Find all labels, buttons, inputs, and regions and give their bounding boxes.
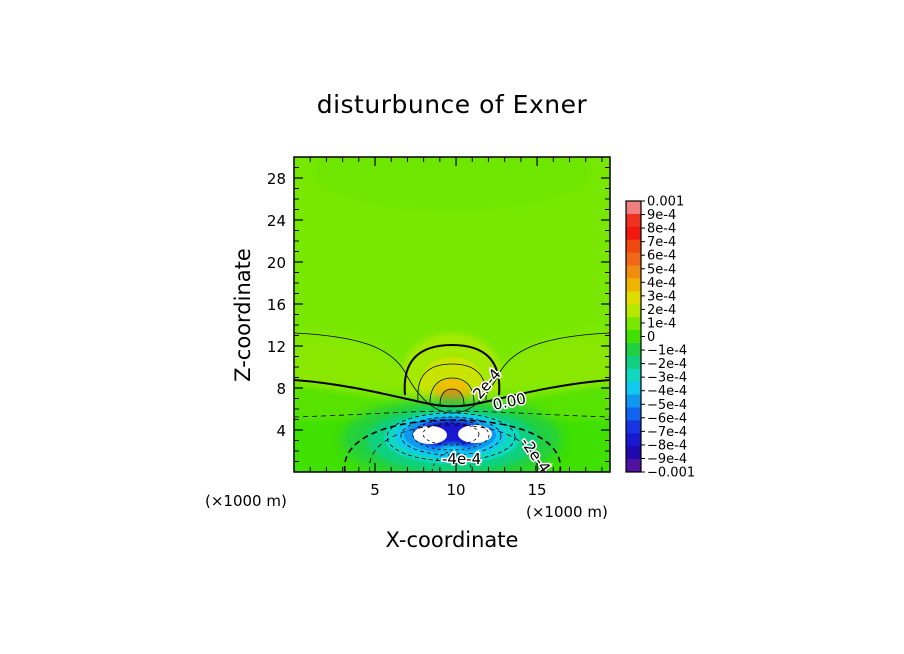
contour-label-neg4: -4e-4 (442, 450, 481, 468)
contour-line-negative-outer (343, 419, 562, 472)
colorbar-label: −9e-4 (647, 452, 687, 467)
y-tick-label: 24 (267, 212, 286, 230)
upper-band (312, 157, 592, 210)
colorbar-label: 4e-4 (647, 276, 676, 291)
colorbar-label: −6e-4 (647, 411, 687, 426)
saturated-right (458, 425, 492, 443)
colorbar-swatch (626, 446, 641, 460)
colorbar-swatch (626, 201, 641, 215)
x-tick-labels: 5 10 15 (370, 481, 546, 499)
contour-line-bulge-inner-3 (439, 388, 465, 406)
colorbar-label: −8e-4 (647, 438, 687, 453)
colorbar-label: −7e-4 (647, 425, 687, 440)
colorbar-swatch (626, 433, 641, 447)
colorbar-label: 9e-4 (647, 208, 676, 223)
y-tick-label: 4 (276, 422, 286, 440)
colorbar-label: 7e-4 (647, 235, 676, 250)
axis-ticks (294, 157, 610, 472)
colorbar-label: 8e-4 (647, 222, 676, 237)
contour-line-negative-inner-2 (400, 416, 502, 456)
colorbar-label: −1e-4 (647, 344, 687, 359)
contour-line-negative-inner-3 (412, 419, 490, 451)
contour-line-bulge-inner-2 (429, 377, 475, 404)
colorbar-label: −2e-4 (647, 357, 687, 372)
colorbar-label: −0.001 (647, 466, 695, 481)
colorbar-swatch (626, 317, 641, 331)
colorbar-label: 3e-4 (647, 289, 676, 304)
y-axis-title: Z-coordinate (231, 248, 255, 382)
x-unit-left: (×1000 m) (205, 492, 287, 510)
colorbar-swatch (626, 213, 641, 228)
x-tick-label: 15 (528, 481, 547, 499)
contour-field: 2e-4 0.00 -2e-4 -4e-4 (294, 157, 610, 472)
contour-line-bulge-inner-1 (417, 363, 487, 401)
y-tick-label: 8 (276, 380, 286, 398)
contour-line-dashed-zero (294, 410, 610, 418)
colorbar-label: −3e-4 (647, 371, 687, 386)
colorbar-swatch (626, 394, 641, 408)
colorbar-swatch (626, 252, 641, 267)
colorbar-swatch (626, 381, 641, 396)
colorbar-label: −4e-4 (647, 384, 687, 399)
chart-title: disturbunce of Exner (317, 90, 588, 119)
contour-line-bulge (403, 343, 501, 396)
colorbar-label: 0 (647, 330, 655, 345)
colorbar-label: 1e-4 (647, 316, 676, 331)
contour-line-negative-inner-4 (422, 422, 480, 446)
colorbar-swatch (626, 355, 641, 370)
colorbar-swatch (626, 407, 641, 421)
colorbar-label: 5e-4 (647, 262, 676, 277)
colorbar-swatch (626, 342, 641, 357)
colorbar-swatch (626, 420, 641, 434)
contour-line-negative-inner-1 (386, 412, 516, 462)
colorbar-swatch (626, 291, 641, 305)
colorbar-swatch (626, 304, 641, 318)
colorbar-swatch (626, 278, 641, 292)
colorbar-label: 0.001 (647, 195, 684, 210)
colorbar-swatch (626, 265, 641, 279)
positive-region (294, 333, 610, 417)
x-tick-label: 10 (447, 481, 466, 499)
colorbar-swatch (626, 330, 641, 344)
x-unit-right: (×1000 m) (526, 503, 608, 521)
x-axis-title: X-coordinate (386, 528, 519, 552)
y-tick-label: 20 (267, 254, 286, 272)
contour-line-zero (294, 379, 610, 408)
colorbar-swatch (626, 368, 641, 383)
colorbar-swatch (626, 459, 641, 473)
contour-line-negative-mid (369, 424, 536, 472)
y-tick-label: 12 (267, 338, 286, 356)
x-tick-label: 5 (370, 481, 380, 499)
y-tick-label: 28 (267, 170, 286, 188)
colorbar-label: 2e-4 (647, 303, 676, 318)
colorbar-label: 6e-4 (647, 249, 676, 264)
colorbar: 0.0019e-48e-47e-46e-45e-44e-43e-42e-41e-… (625, 195, 695, 481)
colorbar-label: −5e-4 (647, 398, 687, 413)
colorbar-swatch (626, 239, 641, 254)
saturated-left (413, 426, 447, 444)
y-tick-label: 16 (267, 296, 286, 314)
colorbar-swatch (626, 226, 641, 241)
y-tick-labels: 4 8 12 16 20 24 28 (267, 170, 286, 440)
contour-line-center-bottom (431, 451, 473, 472)
